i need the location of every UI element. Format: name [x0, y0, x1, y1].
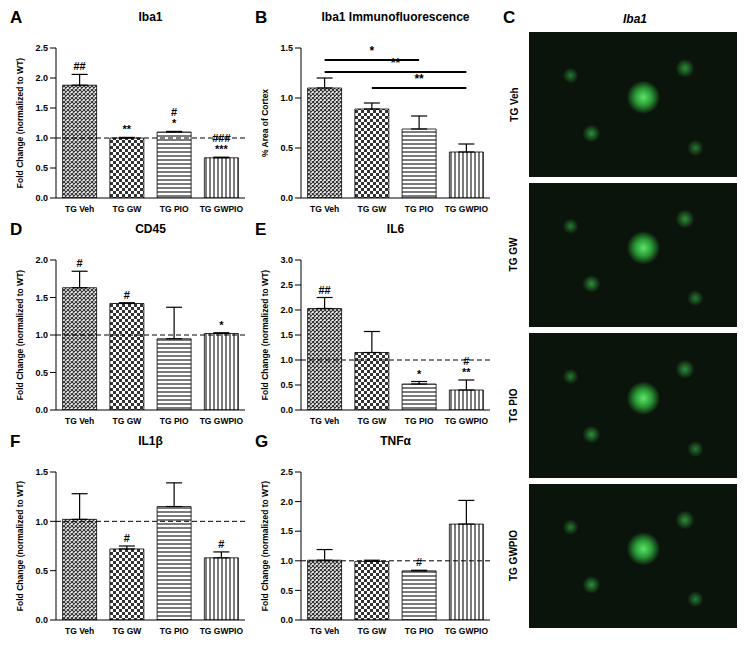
html-text:IL1β: IL1β [138, 434, 163, 448]
svg-text:0.0: 0.0 [280, 193, 293, 203]
svg-text:0.0: 0.0 [280, 615, 293, 625]
svg-text:1.5: 1.5 [280, 330, 293, 340]
svg-text:TG Veh: TG Veh [65, 416, 94, 426]
svg-text:0.5: 0.5 [35, 566, 48, 576]
svg-text:TG Veh: TG Veh [310, 204, 339, 214]
svg-text:0.5: 0.5 [35, 368, 48, 378]
svg-text:#: # [77, 257, 83, 269]
svg-text:Fold Change (normalized to WT): Fold Change (normalized to WT) [260, 270, 270, 400]
svg-text:1.0: 1.0 [35, 133, 48, 143]
svg-text:2.5: 2.5 [35, 43, 48, 53]
svg-text:TG GWPIO: TG GWPIO [200, 204, 244, 214]
svg-text:TG GW: TG GW [357, 204, 387, 214]
svg-text:TG Veh: TG Veh [310, 416, 339, 426]
html-text:TG GWPIO: TG GWPIO [508, 530, 520, 582]
svg-text:2.0: 2.0 [280, 305, 293, 315]
svg-text:TG GW: TG GW [357, 626, 387, 636]
svg-text:TG PIO: TG PIO [405, 416, 434, 426]
svg-text:**: ** [123, 123, 132, 135]
svg-text:2.0: 2.0 [280, 497, 293, 507]
svg-text:0.0: 0.0 [35, 193, 48, 203]
svg-text:*: * [219, 319, 224, 331]
svg-text:##: ## [74, 60, 86, 72]
svg-text:**: ** [414, 72, 424, 86]
svg-text:##: ## [319, 284, 331, 296]
svg-text:TG PIO: TG PIO [160, 416, 189, 426]
svg-text:Fold Change (normalized to WT): Fold Change (normalized to WT) [15, 481, 25, 611]
svg-text:1.0: 1.0 [35, 517, 48, 527]
svg-text:*: * [370, 44, 375, 58]
svg-text:1.0: 1.0 [35, 330, 48, 340]
svg-text:TG GW: TG GW [112, 416, 142, 426]
svg-text:TG GWPIO: TG GWPIO [200, 416, 244, 426]
html-text:G: G [255, 432, 269, 451]
svg-text:TG GWPIO: TG GWPIO [445, 204, 489, 214]
svg-text:1.5: 1.5 [35, 103, 48, 113]
svg-text:2.5: 2.5 [280, 467, 293, 477]
svg-text:3.0: 3.0 [280, 255, 293, 265]
svg-text:TG PIO: TG PIO [405, 626, 434, 636]
svg-text:TG Veh: TG Veh [310, 626, 339, 636]
html-text:E: E [255, 220, 267, 239]
svg-text:2.0: 2.0 [35, 255, 48, 265]
html-text:A: A [10, 8, 23, 27]
svg-text:**: ** [462, 366, 471, 378]
svg-text:#: # [124, 289, 130, 301]
html-text:Iba1 Immunofluorescence: Iba1 Immunofluorescence [321, 10, 470, 24]
html-text:F: F [10, 432, 21, 451]
svg-text:TG GWPIO: TG GWPIO [445, 626, 489, 636]
svg-text:TG GW: TG GW [112, 626, 142, 636]
html-text:Iba1: Iba1 [138, 10, 163, 24]
svg-text:1.0: 1.0 [280, 355, 293, 365]
svg-text:#: # [416, 556, 422, 568]
svg-text:2.5: 2.5 [280, 280, 293, 290]
svg-text:1.5: 1.5 [35, 467, 48, 477]
svg-text:Fold Change (normalized to WT): Fold Change (normalized to WT) [15, 270, 25, 400]
svg-text:1.5: 1.5 [280, 526, 293, 536]
svg-text:0.5: 0.5 [280, 143, 293, 153]
svg-text:1.5: 1.5 [280, 43, 293, 53]
svg-text:TG GWPIO: TG GWPIO [445, 416, 489, 426]
svg-text:***: *** [215, 143, 229, 155]
svg-text:0.5: 0.5 [280, 586, 293, 596]
svg-text:Fold Change (normalized to WT): Fold Change (normalized to WT) [15, 58, 25, 188]
html-text:TG PIO: TG PIO [508, 388, 520, 423]
html-text:TG Veh: TG Veh [508, 87, 520, 122]
svg-text:1.0: 1.0 [280, 93, 293, 103]
svg-text:#: # [124, 532, 130, 544]
svg-text:TG Veh: TG Veh [65, 626, 94, 636]
html-text:IL6: IL6 [386, 222, 405, 236]
svg-text:TG PIO: TG PIO [160, 204, 189, 214]
svg-text:TG GW: TG GW [357, 416, 387, 426]
svg-text:TG GW: TG GW [112, 204, 142, 214]
svg-text:1.5: 1.5 [35, 293, 48, 303]
svg-text:*: * [172, 117, 177, 129]
html-text:CD45: CD45 [135, 222, 166, 236]
svg-text:% Area of Cortex: % Area of Cortex [260, 89, 270, 157]
svg-text:#: # [218, 538, 224, 550]
html-text:Iba1: Iba1 [623, 12, 647, 26]
svg-text:0.0: 0.0 [35, 615, 48, 625]
html-text:C: C [503, 8, 516, 27]
svg-text:TG GWPIO: TG GWPIO [200, 626, 244, 636]
svg-text:TG PIO: TG PIO [405, 204, 434, 214]
html-text:B: B [255, 8, 268, 27]
html-text:TG GW: TG GW [508, 237, 520, 272]
svg-text:*: * [417, 368, 422, 380]
svg-text:**: ** [391, 56, 401, 70]
html-text:D: D [10, 220, 23, 239]
svg-text:1.0: 1.0 [280, 556, 293, 566]
svg-text:TG Veh: TG Veh [65, 204, 94, 214]
svg-text:2.0: 2.0 [35, 73, 48, 83]
svg-text:0.0: 0.0 [280, 405, 293, 415]
svg-text:0.0: 0.0 [35, 405, 48, 415]
svg-text:TG PIO: TG PIO [160, 626, 189, 636]
svg-text:0.5: 0.5 [35, 163, 48, 173]
svg-text:0.5: 0.5 [280, 380, 293, 390]
svg-text:Fold Change (normalized to WT): Fold Change (normalized to WT) [260, 481, 270, 611]
html-text:TNFα: TNFα [380, 434, 411, 448]
